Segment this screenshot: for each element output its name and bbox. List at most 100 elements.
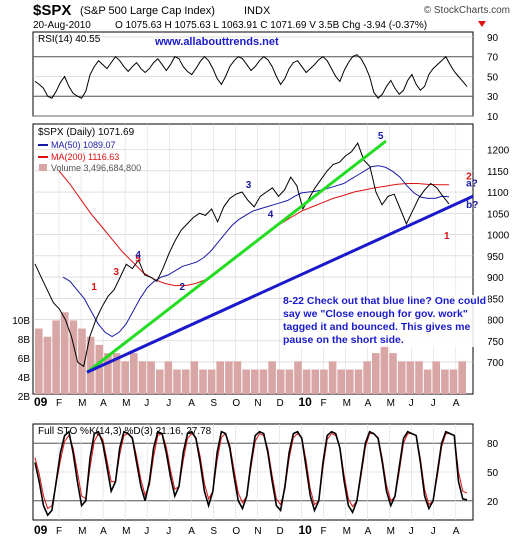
sto-tick-label: 20: [487, 497, 499, 508]
price-x-tick-label: M: [122, 398, 130, 409]
volume-bar: [207, 369, 216, 394]
volume-bar: [372, 353, 380, 394]
volume-bar: [294, 361, 302, 394]
price-tick-label: 1000: [487, 231, 510, 242]
volume-tick-label: 8B: [18, 335, 31, 346]
sto-x-tick-label: D: [276, 526, 283, 537]
rsi-gridlines: [33, 36, 473, 117]
volume-bar: [147, 361, 155, 394]
legend-ma200: MA(200) 1116.63: [51, 152, 119, 162]
sto-tick-label: 50: [487, 468, 499, 479]
price-x-tick-label: S: [210, 398, 217, 409]
volume-bar: [363, 361, 371, 394]
wave-label: 4: [268, 210, 274, 221]
price-tick-label: 950: [487, 252, 504, 263]
volume-bar: [112, 353, 121, 394]
price-tick-label: 850: [487, 294, 504, 305]
volume-bar: [320, 369, 328, 394]
volume-bar: [441, 369, 449, 394]
price-x-tick-label: F: [56, 398, 62, 409]
volume-bar: [354, 369, 363, 394]
price-frame: [32, 123, 474, 395]
sto-x-tick-label: M: [343, 526, 351, 537]
volume-bar: [199, 369, 207, 394]
price-x-tick-label: A: [188, 398, 195, 409]
sto-x-tick-label: J: [431, 526, 436, 537]
quote-date: 20-Aug-2010: [33, 20, 91, 31]
rsi-frame: [32, 31, 474, 117]
sto-x-tick-label: 09: [34, 523, 48, 537]
sto-x-tick-label: J: [144, 526, 149, 537]
legend-ma50: MA(50) 1089.07: [51, 140, 116, 150]
chg-down-icon: [478, 21, 486, 27]
volume-bar: [302, 369, 311, 394]
wave-label: 1: [444, 231, 450, 242]
volume-bar: [104, 353, 112, 394]
price-tick-label: 700: [487, 358, 504, 369]
rsi-series-line: [34, 54, 468, 99]
price-y-axis: 1200 1150 1100 1050 1000 950 900 850 800 750 700: [487, 146, 510, 370]
price-tick-label: 1150: [487, 167, 509, 178]
volume-bar: [251, 369, 259, 394]
wave-label: b?: [466, 200, 478, 211]
wave-label: 5: [378, 131, 384, 142]
wave-label: 5: [135, 254, 141, 265]
rsi-tick-label: 10: [487, 112, 499, 123]
sto-title: Full STO %K(14,3) %D(3) 21.16, 27.78: [38, 426, 212, 437]
price-x-tick-label: A: [100, 398, 107, 409]
price-x-tick-label: M: [78, 398, 86, 409]
ma50-line: [62, 165, 450, 338]
quote-line: O 1075.63 H 1075.63 L 1063.91 C 1071.69 …: [115, 20, 427, 31]
wave-label: 2: [466, 171, 472, 182]
green-trendline: [86, 139, 387, 374]
volume-bar: [415, 361, 423, 394]
volume-bar: [276, 369, 285, 394]
volume-bar: [233, 361, 242, 394]
volume-tick-label: 2B: [18, 392, 31, 403]
volume-bar: [60, 312, 69, 394]
volume-bar: [285, 369, 294, 394]
wave-label: 3: [113, 267, 119, 278]
volume-tick-label: 6B: [18, 354, 31, 365]
sto-x-tick-label: 10: [298, 523, 312, 537]
sto-x-tick-label: A: [453, 526, 460, 537]
price-tick-label: 900: [487, 273, 504, 284]
volume-bar: [397, 361, 406, 394]
rsi-watermark: www.allabouttrends.net: [154, 36, 279, 48]
price-x-tick-label: N: [254, 398, 261, 409]
volume-bar: [449, 369, 458, 394]
symbol-title: $SPX: [33, 2, 71, 19]
sto-k-line: [34, 430, 468, 517]
price-x-axis: 09 F M A M J J A S O N D 10 F M A M J J A: [34, 395, 460, 409]
wave-label: 3: [246, 180, 252, 191]
volume-bar: [95, 344, 104, 394]
price-x-tick-label: 10: [298, 395, 312, 409]
index-name: (S&P 500 Large Cap Index): [80, 5, 215, 17]
sto-x-tick-label: M: [387, 526, 395, 537]
price-x-tick-label: A: [453, 398, 460, 409]
sto-x-tick-label: S: [210, 526, 217, 537]
rsi-tick-label: 90: [487, 33, 499, 44]
rsi-title: RSI(14) 40.55: [38, 34, 101, 45]
volume-bar: [268, 361, 276, 394]
price-tick-label: 1200: [487, 146, 510, 157]
annotation-box: 8-22 Check out that blue line? One could…: [283, 295, 488, 347]
price-title: $SPX (Daily) 1071.69: [38, 127, 135, 138]
sto-y-axis: 80 50 20: [487, 439, 499, 508]
price-tick-label: 750: [487, 337, 504, 348]
source-credit: © StockCharts.com: [424, 5, 510, 16]
volume-bar: [190, 361, 199, 394]
price-panel: 1200 1150 1100 1050 1000 950 900 850 800 750 700 1…: [12, 123, 510, 403]
sto-x-tick-label: N: [254, 526, 261, 537]
price-x-tick-label: F: [321, 398, 327, 409]
wave-label: 2: [180, 282, 186, 293]
price-x-tick-label: O: [232, 398, 240, 409]
volume-bar: [337, 369, 345, 394]
stochastic-panel: 80 50 20 Full STO %K(14,3) %D(3) 21.16, 27…: [32, 423, 499, 521]
volume-bars: [35, 312, 466, 394]
volume-bar: [35, 328, 43, 394]
volume-bar: [43, 336, 52, 394]
price-x-tick-label: J: [166, 398, 171, 409]
